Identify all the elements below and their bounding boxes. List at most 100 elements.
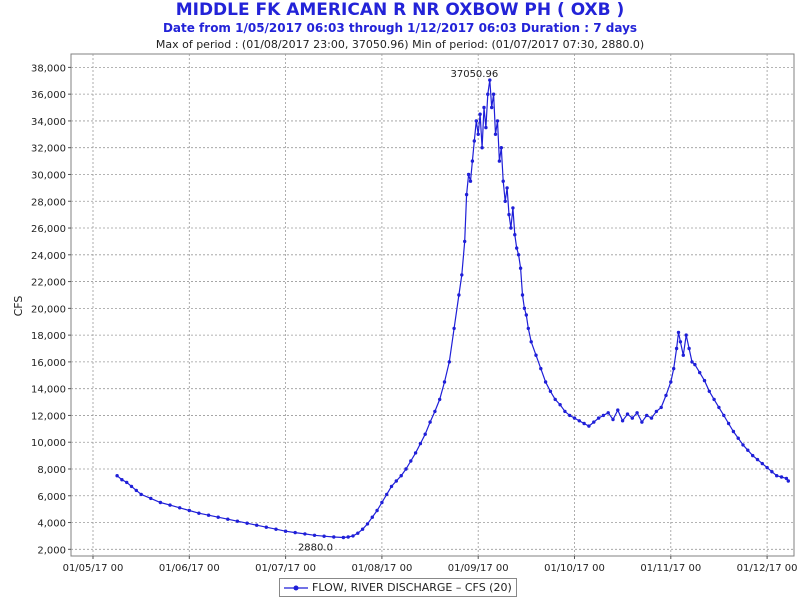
data-point bbox=[572, 416, 577, 420]
data-point bbox=[592, 420, 596, 424]
data-point bbox=[385, 492, 389, 497]
data-point bbox=[365, 522, 370, 526]
data-point bbox=[518, 266, 523, 270]
grid-lines bbox=[70, 53, 795, 557]
data-point bbox=[702, 378, 707, 383]
data-point bbox=[582, 421, 586, 426]
data-point bbox=[526, 326, 530, 331]
data-point bbox=[255, 523, 259, 527]
data-point bbox=[654, 409, 659, 414]
data-point bbox=[438, 397, 442, 402]
data-point bbox=[399, 474, 403, 478]
y-tick-label: 36,000 bbox=[31, 90, 66, 101]
data-point bbox=[731, 429, 736, 434]
data-point bbox=[322, 534, 326, 538]
data-point bbox=[442, 380, 447, 384]
data-point bbox=[476, 132, 480, 136]
data-point bbox=[115, 474, 119, 478]
data-point bbox=[460, 273, 464, 277]
data-point bbox=[687, 346, 691, 351]
data-point bbox=[751, 453, 755, 458]
data-point bbox=[529, 340, 533, 344]
data-point bbox=[645, 413, 649, 418]
data-point bbox=[488, 78, 492, 82]
data-point bbox=[543, 380, 548, 384]
data-point bbox=[553, 397, 557, 402]
data-point bbox=[563, 409, 567, 414]
y-tick-label: 32,000 bbox=[31, 144, 66, 155]
data-point bbox=[509, 226, 513, 230]
data-point bbox=[490, 105, 494, 110]
data-point bbox=[499, 146, 503, 150]
data-point bbox=[312, 533, 317, 537]
data-point bbox=[274, 527, 278, 531]
x-axis: 01/05/17 00 01/06/17 00 01/07/17 00 01/08/1… bbox=[63, 556, 798, 574]
y-tick-label: 16,000 bbox=[31, 358, 66, 369]
data-point bbox=[784, 476, 789, 481]
x-tick-label: 01/12/17 00 bbox=[737, 563, 798, 574]
data-point bbox=[346, 535, 350, 539]
data-point bbox=[457, 293, 461, 297]
x-tick-label: 01/09/17 00 bbox=[448, 563, 509, 574]
data-point bbox=[659, 405, 663, 410]
data-point bbox=[775, 474, 779, 478]
max-annotation: 37050.96 bbox=[450, 69, 498, 80]
y-tick-label: 26,000 bbox=[31, 224, 66, 235]
data-point bbox=[380, 500, 384, 505]
data-point bbox=[674, 346, 679, 351]
data-point bbox=[394, 479, 398, 483]
data-point bbox=[303, 532, 307, 536]
data-point bbox=[452, 326, 456, 331]
y-tick-label: 28,000 bbox=[31, 197, 66, 208]
data-point bbox=[351, 534, 355, 538]
data-point bbox=[558, 403, 562, 407]
data-point bbox=[216, 515, 220, 519]
data-point bbox=[681, 353, 685, 357]
data-point bbox=[726, 421, 731, 426]
data-point bbox=[235, 519, 240, 523]
data-point bbox=[470, 159, 475, 163]
data-point bbox=[493, 132, 498, 136]
data-point bbox=[125, 480, 129, 485]
data-point bbox=[786, 479, 790, 483]
data-point bbox=[423, 432, 427, 436]
data-point bbox=[770, 470, 774, 474]
data-point bbox=[568, 413, 572, 418]
data-point bbox=[428, 420, 432, 424]
data-point bbox=[178, 506, 182, 510]
data-point bbox=[129, 484, 134, 489]
y-tick-label: 2,000 bbox=[37, 545, 66, 556]
data-point bbox=[690, 360, 694, 364]
data-point bbox=[245, 521, 249, 525]
data-point bbox=[516, 253, 521, 257]
data-point bbox=[760, 461, 764, 466]
data-point bbox=[497, 159, 502, 163]
data-point bbox=[678, 340, 683, 344]
data-point bbox=[168, 503, 172, 507]
y-tick-label: 18,000 bbox=[31, 331, 66, 342]
data-point bbox=[649, 416, 654, 420]
data-point bbox=[478, 112, 482, 116]
data-point bbox=[484, 125, 488, 130]
data-point bbox=[433, 409, 437, 414]
data-point bbox=[712, 397, 716, 402]
x-tick-label: 01/11/17 00 bbox=[640, 563, 701, 574]
data-point bbox=[464, 192, 469, 197]
data-point bbox=[206, 513, 211, 517]
data-point bbox=[389, 484, 394, 489]
x-tick-label: 01/08/17 00 bbox=[351, 563, 412, 574]
data-point bbox=[693, 362, 697, 367]
y-tick-label: 6,000 bbox=[37, 492, 66, 503]
data-point bbox=[491, 92, 496, 96]
data-point bbox=[187, 508, 191, 513]
data-point bbox=[375, 508, 379, 513]
data-point bbox=[717, 405, 721, 410]
data-point bbox=[676, 330, 681, 335]
data-point bbox=[409, 459, 413, 463]
y-tick-label: 8,000 bbox=[37, 465, 66, 476]
data-point bbox=[341, 535, 346, 540]
data-point bbox=[474, 119, 478, 123]
data-point bbox=[616, 408, 620, 412]
x-tick-label: 01/05/17 00 bbox=[63, 563, 124, 574]
